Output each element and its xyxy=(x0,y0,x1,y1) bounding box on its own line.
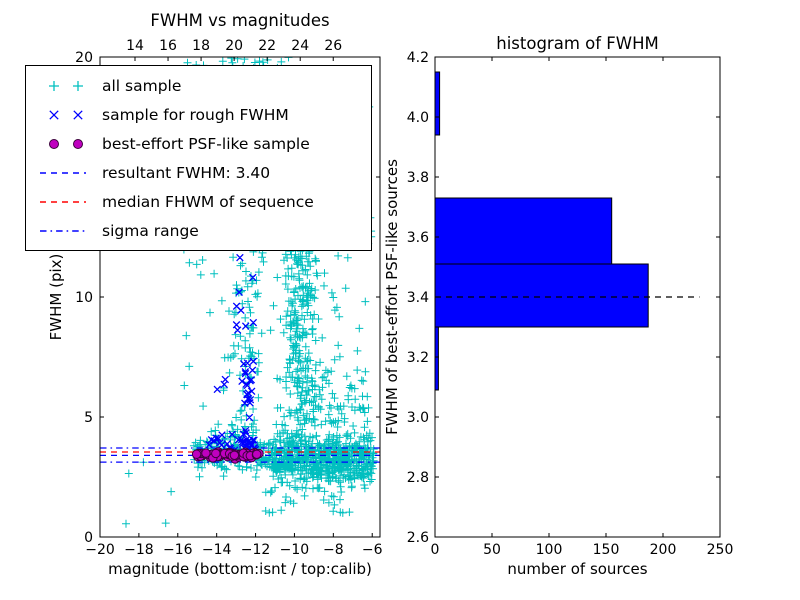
histogram-bar xyxy=(434,197,613,265)
legend-label-psf-sample: best-effort PSF-like sample xyxy=(102,134,310,153)
tick-label: 18 xyxy=(192,38,210,54)
legend-marker xyxy=(73,109,83,120)
legend-item-median-fwhm: median FHWM of sequence xyxy=(34,187,363,216)
dashed-line-icon xyxy=(40,171,86,174)
tick-label: 100 xyxy=(536,542,563,558)
legend-marker xyxy=(49,80,59,91)
tick-label: 2.6 xyxy=(407,530,429,546)
legend: all sample sample for rough FWHM best-ef… xyxy=(25,65,372,251)
tick-label: 16 xyxy=(159,38,177,54)
tick-label: 26 xyxy=(324,38,342,54)
legend-label-all-sample: all sample xyxy=(102,76,182,95)
legend-item-resultant-fwhm: resultant FWHM: 3.40 xyxy=(34,158,363,187)
tick-label: 20 xyxy=(75,50,93,66)
scatter-sample-for-rough-fwhm xyxy=(205,253,260,457)
legend-item-all-sample: all sample xyxy=(34,71,363,100)
tick-label: 2.8 xyxy=(407,470,429,486)
tick-label: −6 xyxy=(362,542,383,558)
plus-marker-icon xyxy=(49,80,83,91)
tick-label: −8 xyxy=(323,542,344,558)
x-marker-icon xyxy=(49,109,83,120)
dashdot-line-icon xyxy=(40,229,86,232)
tick-label: 250 xyxy=(707,542,734,558)
legend-label-sigma-range: sigma range xyxy=(102,221,199,240)
tick-label: 0 xyxy=(84,530,93,546)
tick-label: 0 xyxy=(431,542,440,558)
histogram-bar xyxy=(434,263,649,328)
tick-label: −20 xyxy=(85,542,115,558)
left-axis-ticks xyxy=(99,56,380,538)
histogram-bar xyxy=(434,326,439,391)
left-axis-tick-labels: −20 −18 −16 −14 −12 −10 −8 −6 14 16 18 20 22 24 26 0 5 10… xyxy=(75,38,382,558)
tick-label: −14 xyxy=(202,542,232,558)
legend-item-psf-sample: best-effort PSF-like sample xyxy=(34,129,363,158)
tick-label: 5 xyxy=(84,410,93,426)
legend-marker xyxy=(49,138,59,149)
tick-label: 10 xyxy=(75,290,93,306)
tick-label: 3.0 xyxy=(407,410,429,426)
right-axis-ticks xyxy=(434,56,721,538)
tick-label: −12 xyxy=(241,542,271,558)
tick-label: 4.2 xyxy=(407,50,429,66)
tick-label: 150 xyxy=(593,542,620,558)
tick-label: −16 xyxy=(163,542,193,558)
right-plot-title: histogram of FWHM xyxy=(496,34,659,53)
tick-label: 50 xyxy=(483,542,501,558)
legend-marker xyxy=(73,138,83,149)
tick-label: 200 xyxy=(650,542,677,558)
tick-label: 4.0 xyxy=(407,110,429,126)
tick-label: 22 xyxy=(258,38,276,54)
tick-label: 14 xyxy=(126,38,144,54)
left-plot-data xyxy=(100,57,380,528)
legend-item-sigma-range: sigma range xyxy=(34,216,363,245)
right-axes: 0 50 100 150 200 250 2.6 2.8 3.0 3.2 3.4 3.6 3.8 4.0 4… xyxy=(407,50,734,558)
left-plot-xlabel: magnitude (bottom:isnt / top:calib) xyxy=(108,560,372,578)
circle-marker-icon xyxy=(49,138,83,149)
legend-label-median-fwhm: median FHWM of sequence xyxy=(102,192,314,211)
tick-label: −10 xyxy=(280,542,310,558)
right-axis-tick-labels: 0 50 100 150 200 250 2.6 2.8 3.0 3.2 3.4 3.6 3.8 4.0 4… xyxy=(407,50,734,558)
histogram-bar xyxy=(434,71,441,136)
dashed-line-icon xyxy=(40,200,86,203)
legend-label-rough-fwhm: sample for rough FWHM xyxy=(102,105,289,124)
right-plot-xlabel: number of sources xyxy=(507,560,648,578)
legend-marker xyxy=(73,80,83,91)
left-plot-ylabel: FWHM (pix) xyxy=(47,253,65,341)
legend-label-resultant-fwhm: resultant FWHM: 3.40 xyxy=(102,163,271,182)
left-plot-title: FWHM vs magnitudes xyxy=(150,11,330,30)
tick-label: 3.6 xyxy=(407,230,429,246)
legend-marker xyxy=(49,109,59,120)
tick-label: 3.2 xyxy=(407,350,429,366)
legend-item-rough-fwhm: sample for rough FWHM xyxy=(34,100,363,129)
right-plot-ylabel: FWHM of best-effort PSF-like sources xyxy=(383,159,401,435)
tick-label: −18 xyxy=(124,542,154,558)
tick-label: 3.4 xyxy=(407,290,429,306)
tick-label: 3.8 xyxy=(407,170,429,186)
scatter-best-effort-psf-like-sample xyxy=(191,447,264,464)
tick-label: 20 xyxy=(225,38,243,54)
tick-label: 24 xyxy=(291,38,309,54)
